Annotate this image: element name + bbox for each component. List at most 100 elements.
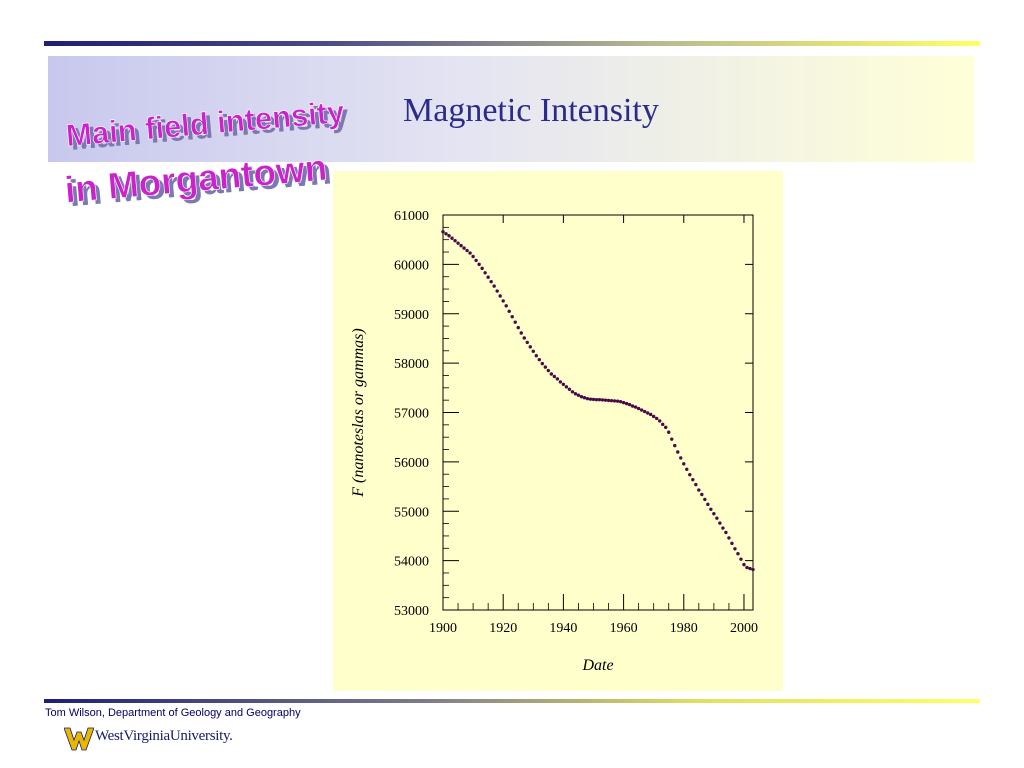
data-point xyxy=(679,456,683,460)
data-point xyxy=(667,430,671,434)
y-tick-label: 58000 xyxy=(394,357,429,372)
data-point xyxy=(540,361,545,366)
data-point xyxy=(588,397,593,401)
x-axis-ticks: 1900 1920 1940 1960 1980 2000 xyxy=(429,215,758,636)
data-point xyxy=(555,377,560,381)
data-point xyxy=(456,241,460,245)
data-point xyxy=(736,552,740,556)
data-point xyxy=(582,395,587,400)
data-point xyxy=(618,399,623,404)
data-point xyxy=(621,400,626,405)
data-point xyxy=(558,380,563,384)
y-tick-label: 60000 xyxy=(394,258,429,273)
data-point xyxy=(513,320,517,324)
data-point xyxy=(639,408,644,412)
data-point xyxy=(543,365,548,369)
data-point xyxy=(694,482,698,487)
data-point xyxy=(645,411,650,415)
data-point xyxy=(730,541,734,546)
data-point xyxy=(480,266,484,271)
data-point xyxy=(546,368,551,373)
x-axis-label: Date xyxy=(581,657,613,674)
data-point xyxy=(682,462,686,466)
data-point xyxy=(670,437,674,441)
data-point xyxy=(534,354,539,358)
data-point xyxy=(664,425,668,430)
data-point xyxy=(700,492,704,497)
intensity-chart: 53000 54000 55000 56000 57000 58000 59000 60000… xyxy=(350,209,758,674)
top-rule xyxy=(44,41,980,46)
data-point xyxy=(654,416,659,421)
data-point xyxy=(453,238,457,243)
data-point xyxy=(471,254,475,259)
y-tick-label: 59000 xyxy=(394,308,429,323)
y-axis-ticks: 53000 54000 55000 56000 57000 58000 59000 60000… xyxy=(394,209,753,619)
data-point xyxy=(519,331,523,335)
data-point xyxy=(615,399,620,403)
data-point xyxy=(703,497,707,502)
data-point xyxy=(624,401,629,406)
data-point xyxy=(447,234,451,238)
y-tick-label: 53000 xyxy=(394,604,429,619)
data-point xyxy=(585,396,590,401)
plot-frame xyxy=(442,214,754,611)
x-tick-label: 2000 xyxy=(730,621,758,636)
data-point xyxy=(597,397,602,402)
data-point xyxy=(600,398,605,402)
data-point xyxy=(661,422,665,427)
data-point xyxy=(501,299,505,303)
data-point xyxy=(648,412,653,417)
data-point xyxy=(579,395,584,399)
data-points xyxy=(441,230,755,572)
data-point xyxy=(676,450,680,454)
data-point xyxy=(688,473,692,477)
data-point xyxy=(742,562,746,567)
data-point xyxy=(739,557,743,561)
data-point xyxy=(706,502,710,507)
data-point xyxy=(492,284,496,288)
data-point xyxy=(573,392,578,396)
slide-title: Magnetic Intensity xyxy=(403,92,659,129)
data-point xyxy=(576,393,581,397)
wvu-flying-wv-icon xyxy=(64,727,94,751)
data-point xyxy=(591,397,596,402)
data-point xyxy=(504,304,508,308)
x-tick-label: 1900 xyxy=(429,621,457,636)
x-tick-label: 1920 xyxy=(489,621,517,636)
data-point xyxy=(489,279,493,284)
y-tick-label: 56000 xyxy=(394,456,429,471)
data-point xyxy=(697,488,701,492)
data-point xyxy=(516,325,520,330)
data-point xyxy=(450,236,454,240)
data-point xyxy=(636,406,641,411)
data-point xyxy=(567,387,572,391)
data-point xyxy=(724,530,728,535)
data-point xyxy=(609,398,614,403)
data-point xyxy=(483,271,487,275)
data-point xyxy=(528,345,532,349)
data-point xyxy=(751,567,755,572)
data-point xyxy=(691,477,695,482)
data-point xyxy=(594,397,599,402)
data-point xyxy=(537,357,542,362)
data-point xyxy=(561,382,566,387)
data-point xyxy=(522,336,526,340)
y-tick-label: 61000 xyxy=(394,209,429,224)
data-point xyxy=(727,536,731,540)
x-tick-label: 1960 xyxy=(610,621,638,636)
data-point xyxy=(498,294,502,298)
data-point xyxy=(459,243,463,248)
x-tick-label: 1940 xyxy=(549,621,577,636)
data-point xyxy=(465,248,469,253)
y-tick-label: 57000 xyxy=(394,407,429,422)
data-point xyxy=(627,402,632,407)
data-point xyxy=(745,565,749,570)
data-point xyxy=(642,409,647,414)
data-point xyxy=(715,516,719,520)
data-point xyxy=(525,340,529,345)
y-tick-label: 55000 xyxy=(394,505,429,520)
y-axis-label: F (nanoteslas or gammas) xyxy=(350,328,367,497)
data-point xyxy=(549,372,554,376)
data-point xyxy=(444,232,448,236)
data-point xyxy=(564,385,569,389)
